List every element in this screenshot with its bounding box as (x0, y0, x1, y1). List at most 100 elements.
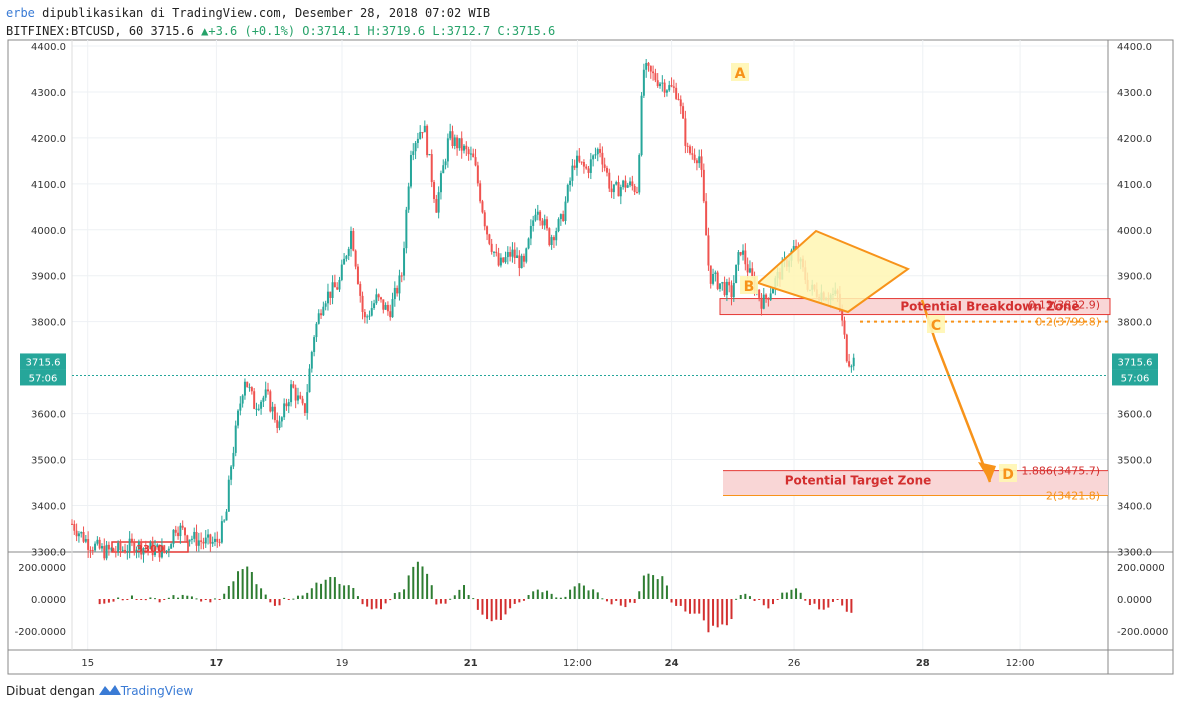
candle-body (276, 420, 279, 428)
indicator-tick-label: 200.0000 (1117, 563, 1165, 574)
indicator-bar (748, 596, 751, 599)
candle-body (495, 251, 498, 254)
countdown-text-right: 57:06 (1121, 373, 1150, 384)
indicator-bar (725, 599, 728, 626)
target-zone (723, 470, 1108, 496)
candle-body (712, 274, 715, 284)
indicator-bar (495, 599, 498, 620)
candle-body (352, 230, 355, 251)
indicator-bar (578, 583, 581, 599)
candle-body (354, 250, 357, 267)
candle-body (227, 479, 230, 512)
candle-body (848, 361, 851, 367)
indicator-bar (758, 599, 761, 600)
indicator-bar (356, 596, 359, 599)
candle-body (765, 294, 768, 298)
indicator-bar (393, 593, 396, 599)
indicator-bar (398, 592, 401, 599)
low-value: L:3712.7 (432, 24, 491, 38)
indicator-bar (633, 599, 636, 604)
candle-body (329, 291, 332, 298)
candle-body (285, 403, 288, 407)
indicator-bar (499, 599, 502, 621)
candle-body (167, 548, 170, 551)
price-tick-label-left: 4300.0 (31, 88, 66, 99)
indicator-tick-label: -200.0000 (1117, 627, 1168, 638)
candle-body (516, 255, 519, 259)
indicator-bar (555, 597, 558, 599)
indicator-bar (808, 599, 811, 606)
candle-body (202, 541, 205, 544)
indicator-bar (103, 599, 106, 604)
candle-body (589, 159, 592, 173)
candle-body (269, 391, 272, 412)
indicator-bar (629, 599, 632, 603)
candle-body (578, 155, 581, 162)
candle-body (405, 209, 408, 249)
indicator-bar (702, 599, 705, 621)
tradingview-brand[interactable]: TradingView (120, 684, 194, 698)
candle-body (633, 185, 636, 192)
candle-body (661, 82, 664, 84)
candle-body (476, 165, 479, 184)
made-with-text: Dibuat dengan (6, 684, 95, 698)
candle-body (647, 62, 650, 66)
time-axis[interactable]: 15 17 19 21 12:00 24 26 28 12:00 (81, 658, 1034, 669)
candle-body (278, 421, 281, 428)
indicator-bar (476, 599, 479, 610)
author-link[interactable]: erbe (6, 6, 35, 20)
indicator-bar (610, 599, 613, 605)
point-label-bg (740, 276, 758, 294)
indicator-bar (370, 599, 373, 610)
candle-body (463, 145, 466, 151)
price-chart[interactable]: A B C D Potential Breakdown Zone Potential Ta… (0, 0, 1180, 680)
candle-body (209, 534, 212, 544)
candle-body (283, 403, 286, 418)
chart-frame (7, 39, 1174, 675)
indicator-tick-label: 0.0000 (1117, 595, 1152, 606)
candle-body (456, 137, 459, 149)
candle-body (488, 234, 491, 244)
candle-body (767, 297, 770, 300)
candle-body (460, 138, 463, 151)
indicator-bar (707, 599, 710, 633)
point-label-bg (999, 464, 1017, 482)
price-axis[interactable]: 4400.0 4400.0 4300.0 4300.0 4200.0 4200.0 4100… (20, 42, 1158, 558)
candle-body (437, 192, 440, 213)
candle-body (262, 397, 265, 402)
up-arrow-icon: ▲ (201, 24, 209, 38)
indicator-bar (186, 595, 189, 599)
candle-body (317, 313, 320, 324)
indicator-bar (347, 585, 350, 599)
candle-body (347, 248, 350, 256)
candle-body (792, 246, 795, 251)
candle-body (356, 266, 359, 284)
candle-body (186, 535, 189, 542)
candle-body (843, 320, 846, 335)
indicator-bar (227, 586, 230, 599)
indicator-bar (209, 599, 212, 603)
price-tick-label: 3800.0 (1117, 318, 1152, 329)
indicator-bar (785, 592, 788, 599)
candle-body (748, 268, 751, 273)
indicator-bar (647, 573, 650, 599)
indicator-bar (430, 585, 433, 599)
candle-body (144, 548, 147, 550)
candle-body (682, 106, 685, 119)
candle-body (594, 154, 597, 156)
candle-body (114, 551, 117, 553)
indicator-bar (670, 599, 673, 603)
indicator-bar (320, 583, 323, 599)
indicator-bar (467, 595, 470, 599)
indicator-bar (181, 594, 184, 599)
candle-body (384, 304, 387, 310)
candle-body (702, 169, 705, 202)
candle-body (359, 283, 362, 296)
indicator-bar (324, 579, 327, 599)
candle-body (195, 531, 198, 546)
point-label-d: D (1002, 467, 1014, 483)
candle-body (423, 125, 426, 133)
candle-body (379, 297, 382, 300)
candle-body (612, 184, 615, 193)
candle-body (133, 541, 136, 553)
